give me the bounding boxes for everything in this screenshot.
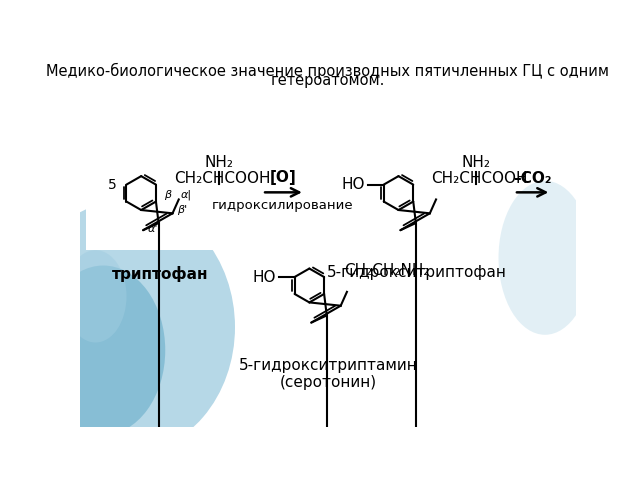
Text: HO: HO bbox=[253, 269, 276, 285]
Text: Медико-биологическое значение производных пятичленных ГЦ с одним: Медико-биологическое значение производны… bbox=[47, 63, 609, 79]
Text: α': α' bbox=[148, 224, 158, 234]
Text: гетероатомом.: гетероатомом. bbox=[271, 73, 385, 88]
Ellipse shape bbox=[41, 265, 165, 435]
FancyBboxPatch shape bbox=[86, 92, 230, 250]
Ellipse shape bbox=[65, 250, 127, 343]
Ellipse shape bbox=[499, 181, 591, 335]
Text: CH₂CHCOOH: CH₂CHCOOH bbox=[431, 170, 528, 186]
Text: 5: 5 bbox=[108, 178, 117, 192]
Text: [O]: [O] bbox=[269, 169, 296, 185]
Ellipse shape bbox=[18, 200, 235, 454]
Text: 5-гидрокситриптофан: 5-гидрокситриптофан bbox=[327, 265, 507, 280]
Text: CH₂CH₂NH₂: CH₂CH₂NH₂ bbox=[344, 263, 429, 278]
Text: CH₂CHCOOH: CH₂CHCOOH bbox=[174, 170, 271, 186]
Text: HO: HO bbox=[342, 177, 365, 192]
Text: триптофан: триптофан bbox=[111, 265, 208, 281]
Text: NH₂: NH₂ bbox=[205, 155, 234, 170]
Text: гидроксилирование: гидроксилирование bbox=[212, 199, 354, 212]
Text: –CO₂: –CO₂ bbox=[513, 171, 552, 186]
Text: β': β' bbox=[177, 205, 188, 215]
Text: α|: α| bbox=[180, 190, 191, 200]
Text: NH₂: NH₂ bbox=[462, 155, 491, 170]
Text: 5-гидрокситриптамин
(серотонин): 5-гидрокситриптамин (серотонин) bbox=[239, 358, 417, 390]
Text: β: β bbox=[164, 190, 172, 200]
